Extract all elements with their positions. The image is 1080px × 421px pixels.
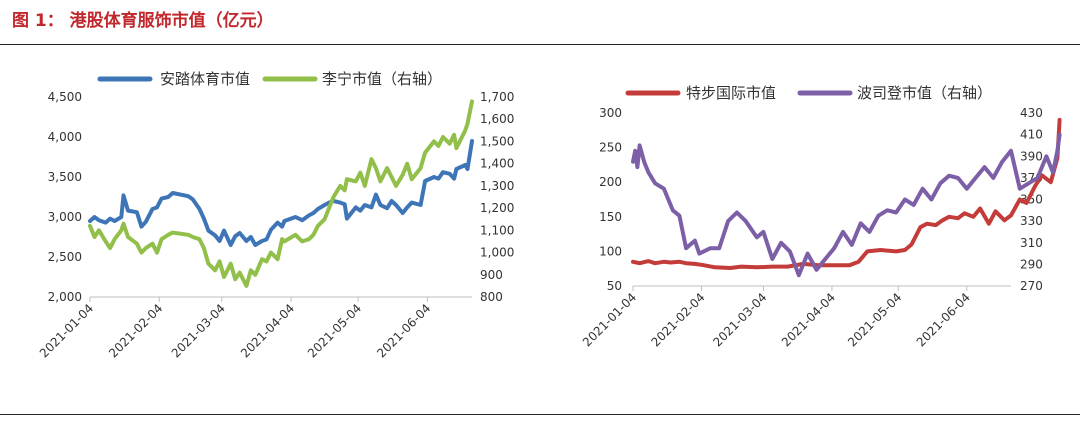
y-right-tick-label: 1,200 <box>480 201 514 215</box>
series-line <box>88 139 474 247</box>
y-left-tick-label: 4,500 <box>48 90 82 104</box>
y-right-tick-label: 1,100 <box>480 223 514 237</box>
x-tick-label: 2021-04-04 <box>779 290 838 349</box>
series-line <box>88 99 474 288</box>
y-right-tick-label: 410 <box>1020 128 1043 142</box>
y-right-tick-label: 290 <box>1020 257 1043 271</box>
legend-label: 李宁市值（右轴） <box>322 70 442 88</box>
series-line <box>631 117 1062 270</box>
legend-label: 特步国际市值 <box>686 84 776 102</box>
y-right-tick-label: 900 <box>480 268 503 282</box>
y-right-tick-label: 390 <box>1020 149 1043 163</box>
x-tick-label: 2021-02-04 <box>648 290 707 349</box>
y-left-tick-label: 2,000 <box>48 290 82 304</box>
y-left-tick-label: 100 <box>599 244 622 258</box>
y-left-tick-label: 200 <box>599 175 622 189</box>
y-right-tick-label: 1,700 <box>480 90 514 104</box>
x-tick-label: 2021-03-04 <box>710 290 769 349</box>
legend-label: 安踏体育市值 <box>160 70 250 88</box>
y-right-tick-label: 1,000 <box>480 246 514 260</box>
y-right-tick-label: 1,500 <box>480 134 514 148</box>
y-right-tick-label: 1,600 <box>480 112 514 126</box>
y-left-tick-label: 300 <box>599 106 622 120</box>
y-right-tick-label: 430 <box>1020 106 1043 120</box>
x-tick-label: 2021-05-04 <box>845 290 904 349</box>
figure-title: 图 1： 港股体育服饰市值（亿元） <box>12 11 274 31</box>
bottom-rule <box>0 414 1080 415</box>
y-right-tick-label: 330 <box>1020 214 1043 228</box>
x-tick-label: 2021-06-04 <box>914 290 973 349</box>
x-tick-label: 2021-01-04 <box>580 290 639 349</box>
series-line <box>631 132 1062 278</box>
y-right-tick-label: 270 <box>1020 279 1043 293</box>
legend-label: 波司登市值（右轴） <box>857 84 992 102</box>
y-left-tick-label: 4,000 <box>48 130 82 144</box>
y-left-tick-label: 150 <box>599 210 622 224</box>
top-rule <box>0 44 1080 45</box>
y-right-tick-label: 1,400 <box>480 157 514 171</box>
y-left-tick-label: 50 <box>607 279 622 293</box>
y-left-tick-label: 250 <box>599 141 622 155</box>
y-left-tick-label: 3,500 <box>48 170 82 184</box>
y-left-tick-label: 2,500 <box>48 250 82 264</box>
y-right-tick-label: 800 <box>480 290 503 304</box>
y-right-tick-label: 1,300 <box>480 179 514 193</box>
y-right-tick-label: 310 <box>1020 236 1043 250</box>
y-left-tick-label: 3,000 <box>48 210 82 224</box>
